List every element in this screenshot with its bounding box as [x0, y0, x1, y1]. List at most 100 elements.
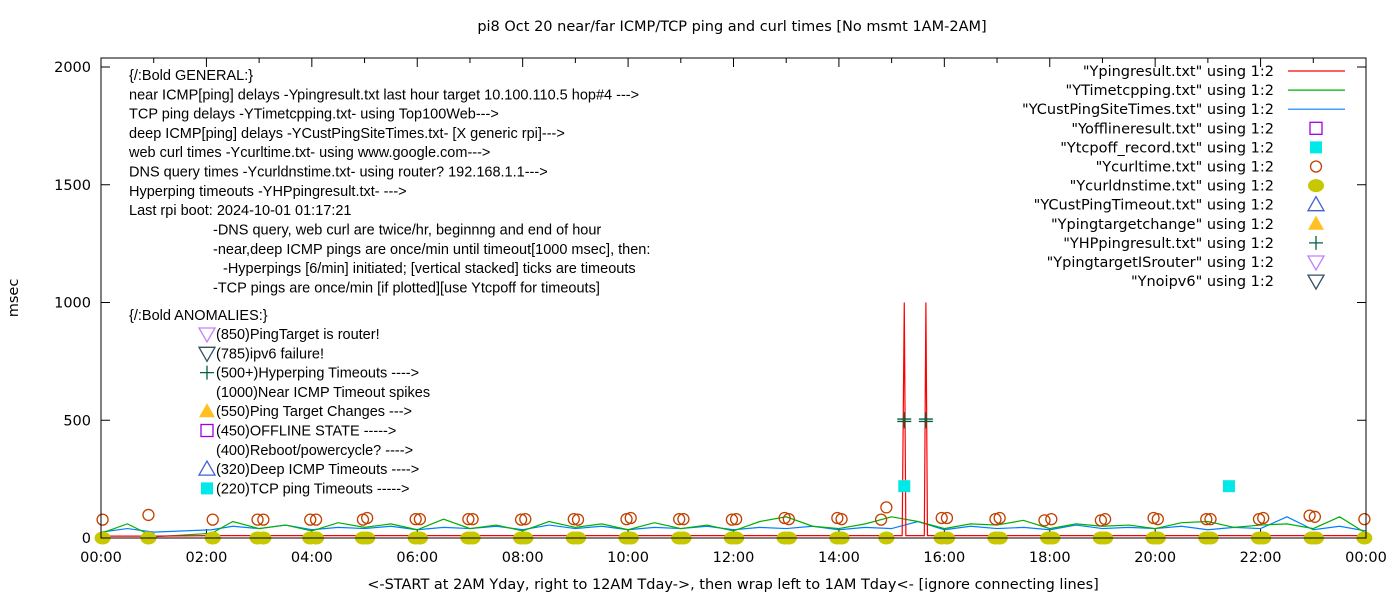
ycurltime-point [257, 513, 270, 526]
legend-label: "YTimetcpping.txt" using 1:2 [1066, 83, 1274, 99]
series-ytimetcpping-line [100, 516, 1367, 538]
ycurltime-point [725, 513, 739, 526]
ytcpoff-point [1222, 480, 1235, 493]
legend-symbol-icon [1306, 195, 1326, 212]
y-tick-label: 1500 [54, 178, 91, 194]
legend-label: "Ytcpoff_record.txt" using 1:2 [1060, 140, 1274, 156]
ycurltime-point [1098, 513, 1112, 526]
x-tick-label: 06:00 [396, 550, 438, 566]
ycurltime-point [96, 513, 109, 526]
annotation-general-line: TCP ping delays -YTimetcpping.txt- using… [129, 107, 499, 123]
ycurltime-point [993, 511, 1006, 525]
anomaly-symbol-icon [201, 482, 213, 495]
legend-symbol-icon [1309, 160, 1323, 173]
annotation-note-line: -near,deep ICMP pings are once/min until… [213, 242, 650, 258]
legend-symbol-icon [1308, 179, 1324, 193]
annotation-general-line: {/:Bold GENERAL:} [129, 68, 253, 84]
annotation-anomaly-line: (550)Ping Target Changes ---> [216, 404, 412, 420]
ycurltime-point [1257, 511, 1270, 525]
ycurltime-point [462, 513, 475, 526]
annotation-note-line: -TCP pings are once/min [if plotted][use… [213, 280, 600, 296]
x-tick-label: 12:00 [713, 550, 755, 566]
annotation-anomaly-line: (220)TCP ping Timeouts -----> [216, 481, 410, 497]
yhpping-point [918, 414, 933, 429]
annotation-note-line: -DNS query, web curl are twice/hr, begin… [213, 223, 601, 239]
x-tick-label: 22:00 [1240, 550, 1282, 566]
ycurltime-point [677, 513, 690, 526]
yhpping-point [897, 414, 912, 429]
legend-label: "Ynoipv6" using 1:2 [1131, 274, 1274, 290]
legend-symbol-icon [1309, 121, 1323, 135]
annotation-anomalies-title: {/:Bold ANOMALIES:} [129, 308, 268, 324]
anomaly-symbol-icon [197, 327, 217, 344]
x-tick-label: 20:00 [1134, 550, 1176, 566]
ycurltime-point [1308, 510, 1322, 523]
ycurltime-point [309, 513, 323, 526]
ytcpoff-point [898, 480, 911, 493]
ycurltime-point [409, 513, 422, 526]
ycurltime-point [514, 513, 528, 526]
anomaly-symbol-icon [200, 423, 214, 438]
x-tick-label: 18:00 [1029, 550, 1071, 566]
x-tick-label: 14:00 [818, 550, 860, 566]
ycurltime-point [1045, 513, 1058, 526]
annotation-general-line: web curl times -Ycurltime.txt- using www… [128, 145, 490, 161]
x-tick-label: 16:00 [923, 550, 965, 566]
ycurltime-point [1151, 513, 1164, 526]
legend-label: "Yofflineresult.txt" using 1:2 [1071, 121, 1274, 137]
ycurltime-point [361, 511, 374, 525]
ycurltime-point [880, 501, 893, 514]
annotation-anomaly-line: (320)Deep ICMP Timeouts ----> [216, 462, 419, 478]
legend-symbol-icon [1306, 274, 1326, 291]
ycurltime-point [835, 513, 848, 526]
legend-label: "Ycurltime.txt" using 1:2 [1096, 160, 1274, 176]
ycurltime-point [940, 511, 954, 525]
anomaly-symbol-icon [200, 365, 214, 380]
legend-symbol-icon [1309, 235, 1323, 250]
ycurltime-point [567, 513, 580, 526]
ycurltime-point [729, 513, 743, 526]
ycurltime-point [1200, 513, 1213, 526]
ycurltime-point [673, 513, 686, 526]
ycurltime-point [519, 513, 532, 526]
legend-label: "Ypingresult.txt" using 1:2 [1083, 64, 1274, 80]
legend-label: "YHPpingresult.txt" using 1:2 [1063, 236, 1274, 252]
ycurltime-point [1204, 513, 1217, 526]
y-tick-label: 0 [82, 531, 91, 547]
ycurltime-point [413, 513, 427, 526]
legend-label: "Ycurldnstime.txt" using 1:2 [1070, 179, 1274, 195]
ycurltime-point [1358, 513, 1371, 526]
legend-symbol-icon [1306, 255, 1326, 272]
ycurltime-point [624, 511, 637, 525]
annotation-general-line: Last rpi boot: 2024-10-01 01:17:21 [129, 203, 352, 219]
annotation-general-line: DNS query times -Ycurldnstime.txt- using… [129, 165, 548, 181]
x-tick-label: 04:00 [291, 550, 333, 566]
x-axis-label: <-START at 2AM Yday, right to 12AM Tday-… [367, 577, 1099, 593]
ycurltime-point [1038, 514, 1051, 527]
plot-border [100, 57, 1367, 539]
ycurltime-point [1303, 509, 1316, 522]
annotation-general-line: Hyperping timeouts -YHPpingresult.txt- -… [129, 184, 407, 200]
ycurltime-point [304, 513, 317, 526]
chart-title: pi8 Oct 20 near/far ICMP/TCP ping and cu… [477, 19, 986, 35]
x-tick-label: 02:00 [186, 550, 228, 566]
annotation-anomaly-line: (850)PingTarget is router! [216, 327, 380, 343]
annotation-general-line: near ICMP[ping] delays -Ypingresult.txt … [129, 87, 639, 103]
annotation-anomaly-line: (450)OFFLINE STATE -----> [216, 424, 396, 440]
annotation-general-line: deep ICMP[ping] delays -YCustPingSiteTim… [129, 126, 565, 142]
legend-symbol-icon [1310, 141, 1322, 154]
annotation-anomaly-line: (500+)Hyperping Timeouts ----> [216, 366, 419, 382]
legend-label: "Ypingtargetchange" using 1:2 [1051, 217, 1274, 233]
y-axis-label: msec [6, 279, 22, 318]
ycurltime-point [142, 508, 155, 522]
anomaly-symbol-icon [197, 346, 217, 363]
anomaly-symbol-icon [199, 403, 215, 418]
x-tick-label: 10:00 [607, 550, 649, 566]
annotation-note-line: -Hyperpings [6/min] initiated; [vertical… [223, 261, 636, 277]
annotation-anomaly-line: (785)ipv6 failure! [216, 346, 324, 362]
ycurltime-point [206, 513, 219, 526]
ycurltime-point [466, 513, 479, 526]
ycurltime-point [782, 513, 795, 526]
ycurltime-point [935, 511, 948, 525]
